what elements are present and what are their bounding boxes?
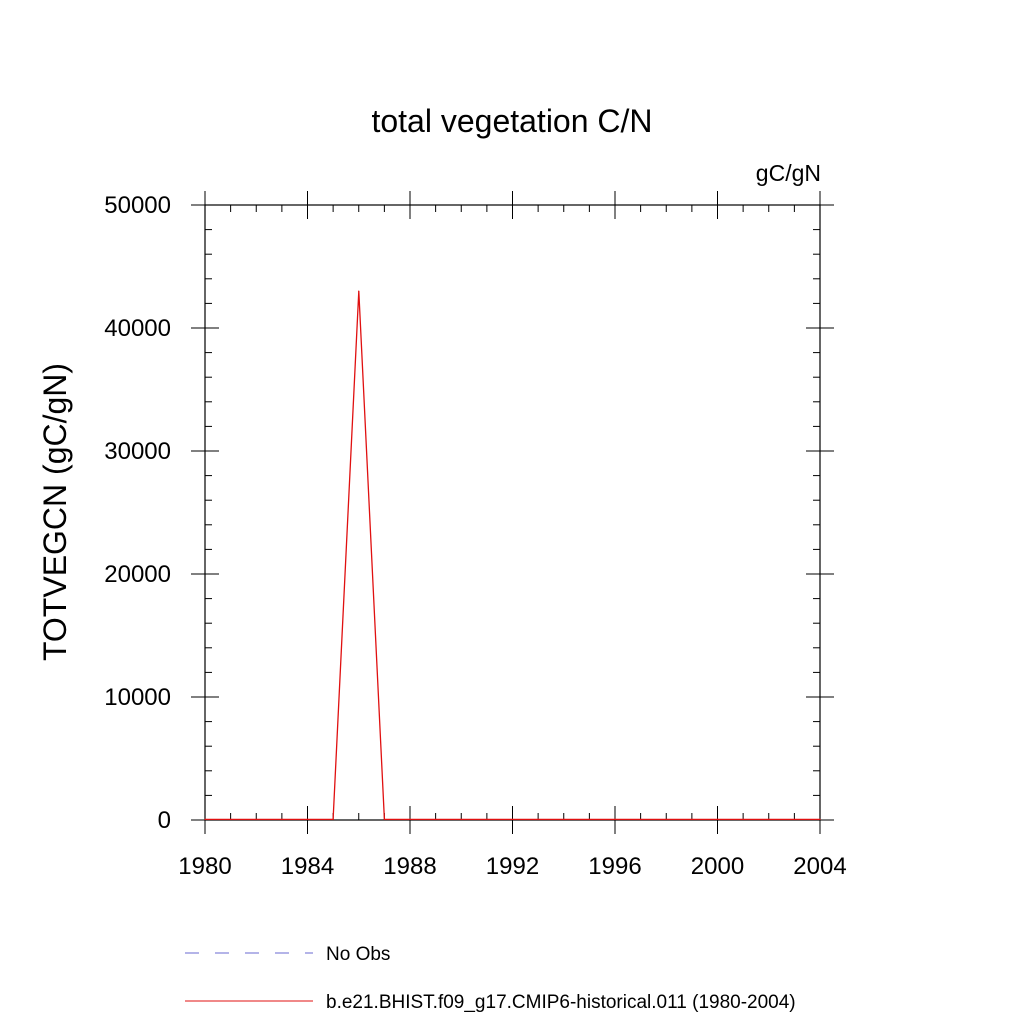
legend-label-2: b.e21.BHIST.f09_g17.CMIP6-historical.011… [326, 992, 796, 1013]
data-point [383, 818, 385, 820]
data-point [819, 818, 821, 820]
legend: No Obs b.e21.BHIST.f09_g17.CMIP6-historic… [185, 944, 796, 1013]
data-point [460, 818, 462, 820]
series-line-1 [205, 291, 820, 821]
data-point [614, 818, 616, 820]
plot-frame [204, 204, 821, 821]
data-point [435, 818, 437, 820]
data-point [511, 818, 514, 820]
y-tick-label: 30000 [104, 438, 171, 465]
y-axis-label: TOTVEGCN (gC/gN) [37, 363, 73, 661]
units-label: gC/gN [756, 160, 821, 186]
y-tick-label: 20000 [104, 561, 171, 588]
data-point [306, 818, 309, 820]
data-point [486, 818, 488, 820]
x-tick-label: 1980 [178, 853, 231, 880]
data-point [332, 818, 334, 820]
x-tick-label: 1996 [588, 853, 641, 880]
x-tick-label: 1992 [486, 853, 539, 880]
y-tick-label: 50000 [104, 192, 171, 219]
axes: 1980 1984 1988 1992 1996 2000 2004 0 10000 20000 3… [104, 191, 847, 880]
data-point [255, 818, 257, 820]
y-tick-label: 10000 [104, 684, 171, 711]
x-tick-label: 1984 [281, 853, 334, 880]
data-point [358, 290, 360, 292]
data-point [409, 818, 411, 820]
data-point [640, 818, 642, 820]
y-tick-label: 0 [158, 807, 171, 834]
chart-title: total vegetation C/N [371, 103, 652, 139]
y-tick-label: 40000 [104, 315, 171, 342]
x-tick-label: 2000 [691, 853, 744, 880]
data-point [665, 818, 667, 820]
data-point [281, 818, 283, 820]
x-tick-label: 1988 [383, 853, 436, 880]
x-tick-label: 2004 [793, 853, 846, 880]
data-point [793, 818, 795, 820]
data-point [588, 818, 590, 820]
legend-label-1: No Obs [326, 944, 390, 965]
data-point [768, 818, 770, 820]
data-point [537, 818, 539, 820]
series-layer [204, 290, 821, 821]
data-point [691, 818, 693, 820]
data-point [716, 818, 719, 820]
data-point [742, 818, 744, 820]
data-point [230, 818, 232, 820]
data-point [563, 818, 565, 820]
data-point [204, 818, 206, 820]
